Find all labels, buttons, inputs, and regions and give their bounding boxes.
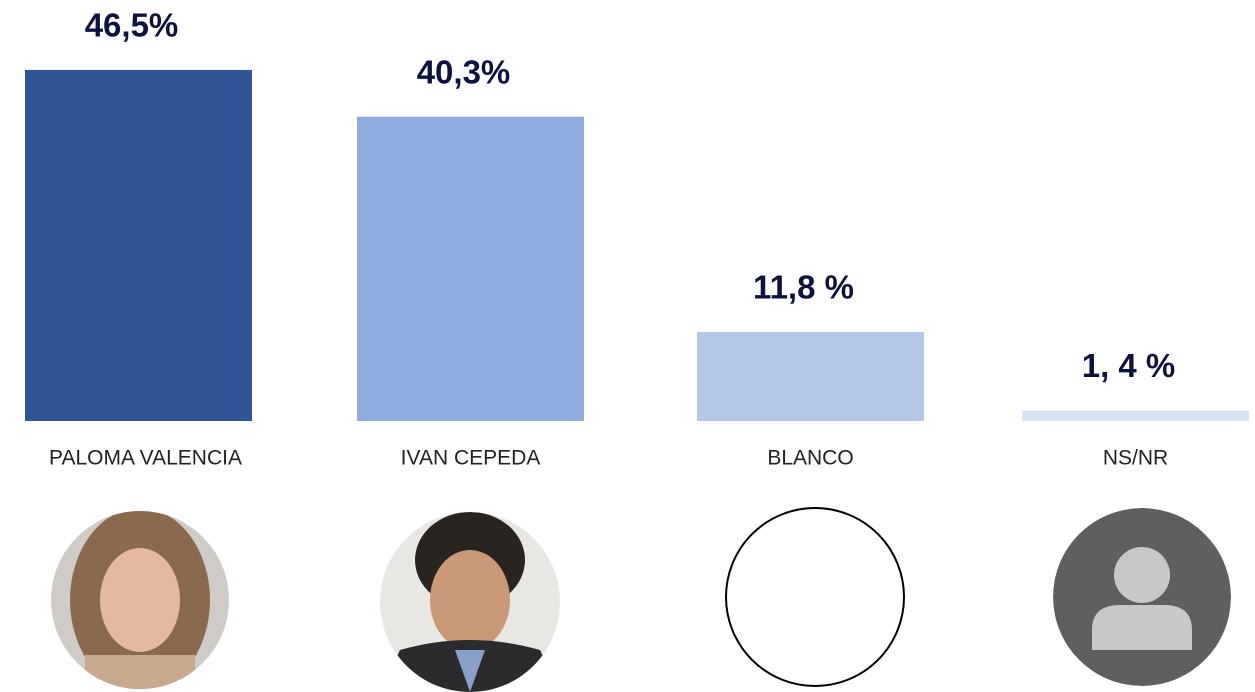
category-label: NS/NR	[1103, 447, 1168, 470]
value-label: 40,3%	[417, 53, 511, 90]
value-label: 11,8 %	[753, 269, 854, 306]
photo-cepeda	[380, 512, 560, 692]
category-label: PALOMA VALENCIA	[49, 447, 242, 470]
bar	[697, 332, 924, 421]
photo-paloma	[50, 508, 230, 692]
chart: 46,5% PALOMA VALENCIA 40,3% IVAN CEPEDA 11,8…	[0, 0, 1255, 692]
category-label: BLANCO	[767, 447, 853, 470]
blank-circle	[726, 508, 904, 686]
value-label: 1, 4 %	[1082, 347, 1176, 384]
bar	[25, 70, 252, 421]
avatar-icon	[1053, 508, 1231, 686]
value-label: 46,5%	[85, 7, 179, 44]
bar	[1022, 410, 1249, 421]
bar	[357, 117, 584, 421]
category-label: IVAN CEPEDA	[401, 447, 541, 470]
